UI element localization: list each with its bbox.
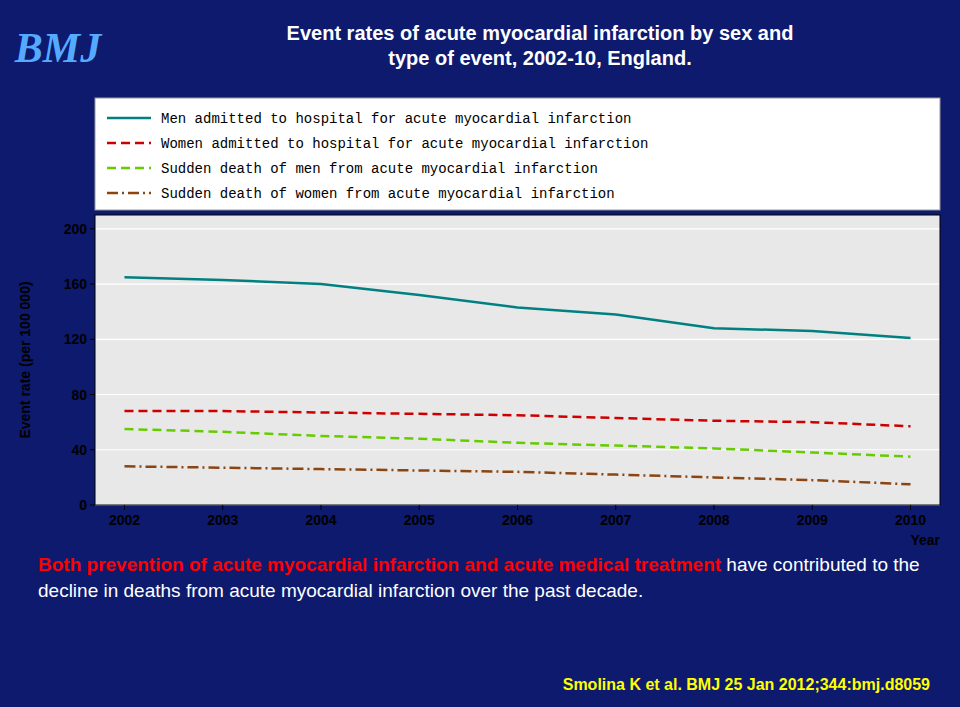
tick-label: 160	[64, 276, 88, 292]
plot-background	[95, 215, 940, 505]
legend: Men admitted to hospital for acute myoca…	[95, 98, 940, 210]
source: Smolina K et al. BMJ 25 Jan 2012;344:bmj…	[563, 676, 930, 693]
tick-label: 2008	[698, 512, 729, 528]
tick-mark	[812, 505, 813, 510]
tick-label: 2006	[502, 512, 533, 528]
series-line	[124, 466, 910, 484]
tick-mark	[419, 505, 420, 510]
tick-mark	[124, 505, 125, 510]
legend-box	[95, 98, 940, 210]
tick-mark	[90, 339, 95, 340]
grid-line	[95, 339, 940, 340]
tick-label: 200	[64, 221, 88, 237]
legend-entry: Sudden death of men from acute myocardia…	[161, 161, 598, 177]
tick-mark	[90, 394, 95, 395]
x-axis-label: Year	[910, 532, 940, 548]
series-line	[124, 429, 910, 457]
tick-mark	[910, 505, 911, 510]
tick-label: 80	[71, 387, 87, 403]
annotation-text: Both prevention of acute myocardial infa…	[38, 554, 721, 575]
tick-label: 2009	[797, 512, 828, 528]
tick-label: 40	[71, 442, 87, 458]
tick-mark	[90, 505, 95, 506]
grid-line	[95, 449, 940, 450]
grid-line	[95, 394, 940, 395]
tick-label: 2002	[109, 512, 140, 528]
tick-mark	[222, 505, 223, 510]
legend-entry: Men admitted to hospital for acute myoca…	[161, 111, 631, 127]
lines	[124, 277, 910, 484]
plot-frame	[95, 215, 940, 505]
title-line: Event rates of acute myocardial infarcti…	[287, 22, 794, 44]
tick-label: 2007	[600, 512, 631, 528]
logo: BMJ	[14, 25, 103, 71]
tick-mark	[714, 505, 715, 510]
legend-entry: Sudden death of women from acute myocard…	[161, 186, 615, 202]
tick-mark	[517, 505, 518, 510]
tick-label: 2010	[895, 512, 926, 528]
annotation: Both prevention of acute myocardial infa…	[38, 552, 922, 604]
tick-mark	[90, 449, 95, 450]
legend-swatch	[107, 117, 151, 120]
title-line: type of event, 2002-10, England.	[388, 47, 691, 69]
tick-mark	[90, 284, 95, 285]
tick-label: 120	[64, 331, 88, 347]
series-line	[124, 277, 910, 338]
tick-label: 2004	[305, 512, 336, 528]
tick-mark	[90, 228, 95, 229]
y-axis-label: Event rate (per 100 000)	[17, 281, 33, 438]
title: Event rates of acute myocardial infarcti…	[287, 22, 794, 69]
grid-line	[95, 283, 940, 284]
legend-swatch	[107, 192, 151, 195]
series-line	[124, 411, 910, 426]
legend-swatch	[107, 142, 151, 145]
tick-mark	[320, 505, 321, 510]
tick-label: 2003	[207, 512, 238, 528]
legend-entry: Women admitted to hospital for acute myo…	[161, 136, 648, 152]
grid-line	[95, 228, 940, 229]
tick-label: 2005	[404, 512, 435, 528]
tick-mark	[615, 505, 616, 510]
page: BMJ Event rates of acute myocardial infar…	[0, 0, 960, 707]
legend-swatch	[107, 167, 151, 170]
tick-label: 0	[79, 497, 87, 513]
